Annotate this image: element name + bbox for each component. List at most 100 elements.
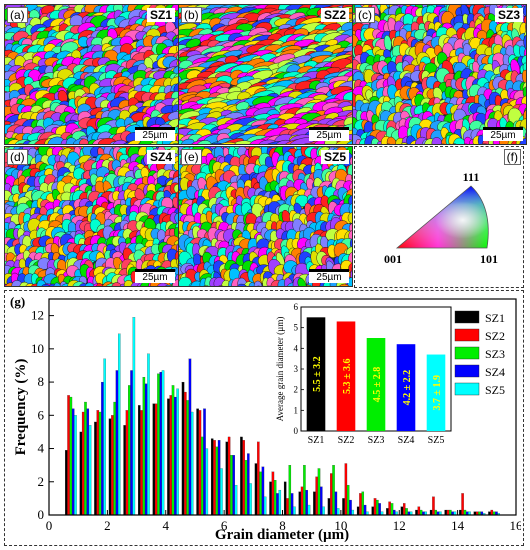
panel-label-e: (e): [181, 149, 202, 165]
sample-label-sz4: SZ4: [146, 150, 175, 164]
bar-sz3: [376, 499, 379, 516]
inset-y-tick-label: 4: [294, 343, 299, 353]
bar-sz2: [111, 415, 114, 516]
bar-sz4: [71, 408, 75, 516]
legend-swatch-sz3: [454, 346, 480, 360]
bar-sz4: [86, 408, 90, 516]
y-tick-label: 2: [38, 474, 45, 489]
panel-label-c: (c): [355, 7, 375, 23]
ebsd-map-sz4: (d) SZ4 25µm: [4, 146, 179, 287]
scale-bar: 25µm: [135, 269, 175, 283]
bar-sz4: [261, 466, 265, 516]
legend-swatch-sz5: [454, 382, 480, 396]
bar-sz1: [429, 509, 433, 516]
y-tick-label: 4: [38, 441, 45, 456]
bar-sz3: [98, 411, 102, 516]
legend-label-sz5: SZ5: [485, 383, 505, 397]
bar-sz5: [176, 388, 179, 516]
bar-sz4: [144, 383, 148, 516]
scale-bar: 25µm: [135, 127, 175, 141]
scale-bar: 25µm: [309, 127, 349, 141]
bar-sz2: [81, 411, 85, 516]
legend-label-sz4: SZ4: [485, 365, 505, 379]
bar-sz2: [315, 476, 318, 516]
x-tick-label: 0: [46, 518, 53, 533]
bar-sz1: [167, 398, 170, 516]
bar-sz3: [463, 509, 467, 516]
bar-sz1: [210, 438, 214, 516]
bar-sz5: [88, 425, 92, 516]
bar-sz4: [115, 370, 119, 516]
inset-y-tick-label: 2: [294, 385, 299, 395]
scale-bar-label: 25µm: [483, 130, 523, 141]
bar-sz1: [327, 498, 331, 516]
y-tick-label: 6: [38, 407, 45, 422]
x-tick-label: 14: [451, 518, 465, 533]
bar-sz3: [113, 401, 116, 516]
inset-bar-sz1: [306, 317, 326, 431]
bar-sz1: [386, 508, 389, 516]
grain-map-sz4: [5, 147, 178, 286]
bar-sz1: [371, 506, 375, 516]
bar-sz1: [313, 491, 316, 516]
bar-sz3: [332, 465, 335, 516]
x-axis-label: Grain diameter (µm): [215, 527, 349, 543]
bar-sz2: [446, 509, 450, 516]
bar-sz3: [361, 491, 365, 516]
ipf-label-111: 111: [463, 170, 480, 184]
bar-sz3: [215, 446, 219, 516]
bar-sz2: [257, 441, 260, 516]
bar-sz2: [402, 503, 406, 516]
bar-sz5: [132, 317, 136, 516]
bar-sz5: [278, 489, 282, 516]
bar-sz4: [101, 381, 104, 516]
bar-sz5: [74, 415, 77, 516]
bar-sz4: [130, 370, 133, 516]
bar-sz1: [225, 441, 229, 516]
bar-sz2: [242, 440, 245, 516]
bar-sz1: [356, 506, 360, 516]
bar-sz1: [138, 405, 141, 516]
inset-bar-value-label: 4.5 ± 2.8: [372, 367, 383, 403]
bar-sz4: [349, 499, 352, 516]
bar-sz4: [232, 455, 235, 516]
inset-y-tick-label: 5: [294, 323, 299, 333]
inset-category-label: SZ2: [338, 435, 355, 446]
bar-sz4: [159, 372, 163, 516]
bar-sz2: [96, 410, 100, 516]
scale-bar-label: 25µm: [309, 130, 349, 141]
bar-sz2: [300, 486, 304, 516]
inset-bar-value-label: 5.3 ± 3.6: [342, 358, 353, 394]
scale-bar-label: 25µm: [135, 272, 175, 283]
bar-sz3: [405, 508, 408, 516]
y-tick-label: 0: [38, 507, 45, 522]
bar-sz3: [69, 396, 73, 516]
ebsd-map-sz5: (e) SZ5 25µm: [178, 146, 353, 287]
bar-sz3: [346, 484, 350, 516]
bar-sz5: [220, 468, 223, 516]
bar-sz2: [417, 506, 421, 516]
bar-sz2: [169, 395, 172, 516]
inset-bar-value-label: 4.2 ± 2.2: [402, 370, 413, 406]
bar-sz5: [205, 448, 209, 516]
sample-label-sz3: SZ3: [494, 8, 523, 22]
bar-sz2: [388, 501, 391, 516]
ebsd-map-sz3: (c) SZ3 25µm: [352, 4, 527, 145]
legend-label-sz3: SZ3: [485, 347, 505, 361]
panel-label-g: (g): [8, 294, 28, 310]
bar-sz5: [351, 509, 355, 516]
bar-sz2: [154, 403, 158, 516]
x-tick-label: 16: [510, 518, 522, 533]
bar-sz3: [273, 480, 277, 516]
bar-sz4: [217, 440, 221, 516]
bar-sz3: [244, 460, 248, 516]
bar-sz5: [161, 370, 165, 516]
grain-map-sz3: [353, 5, 526, 144]
bar-sz3: [434, 509, 437, 516]
bar-sz4: [203, 408, 206, 516]
inset-category-label: SZ3: [368, 435, 385, 446]
legend-swatch-sz2: [454, 328, 480, 342]
bar-sz4: [393, 509, 396, 516]
bar-sz4: [378, 503, 381, 516]
ebsd-map-sz1: (a) SZ1 25µm: [4, 4, 179, 145]
